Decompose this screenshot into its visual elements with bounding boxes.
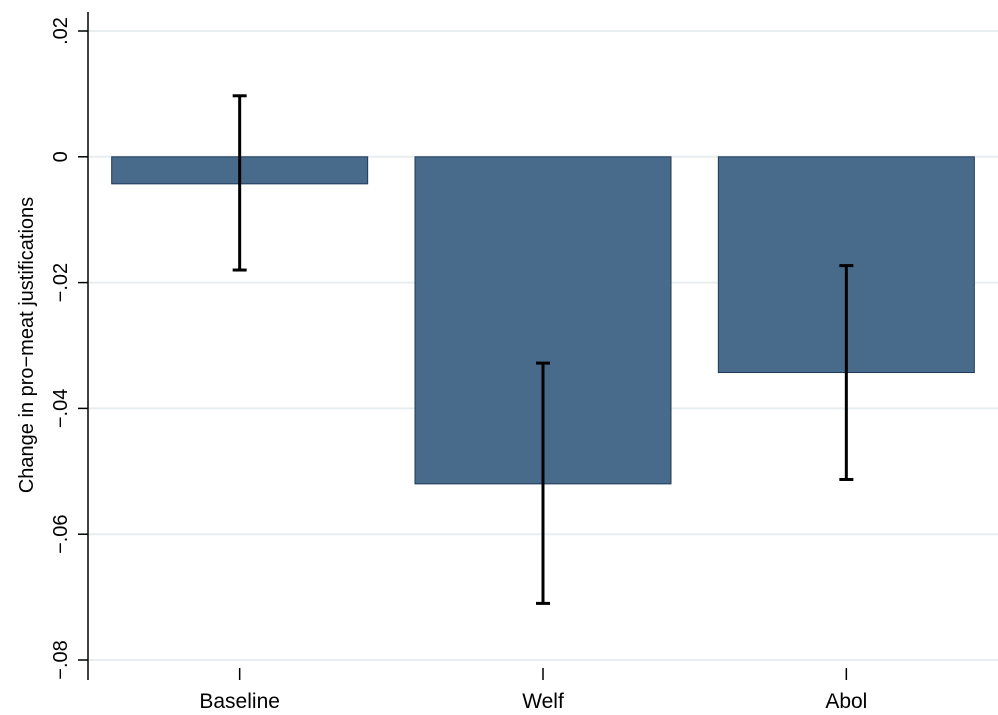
y-tick-label: −.08 [50,640,72,679]
x-tick-label-baseline: Baseline [199,690,280,713]
x-tick-label-welf: Welf [522,690,564,713]
y-tick-label: −.02 [50,263,72,302]
axes: .02 0 −.02 −.04 −.06 −.08 Baseline Welf Abol [50,12,867,713]
error-bar-abol [839,264,854,481]
x-tick-label-abol: Abol [825,690,867,713]
error-bar-welf [536,361,550,605]
y-tick-label: 0 [50,151,72,162]
y-tick-label: .02 [50,17,72,45]
y-tick-label: −.04 [50,389,72,428]
error-bars [232,94,854,605]
error-bar-baseline [232,94,247,272]
y-axis-title: Change in pro−meat justifications [16,197,38,493]
y-tick-label: −.06 [50,514,72,553]
